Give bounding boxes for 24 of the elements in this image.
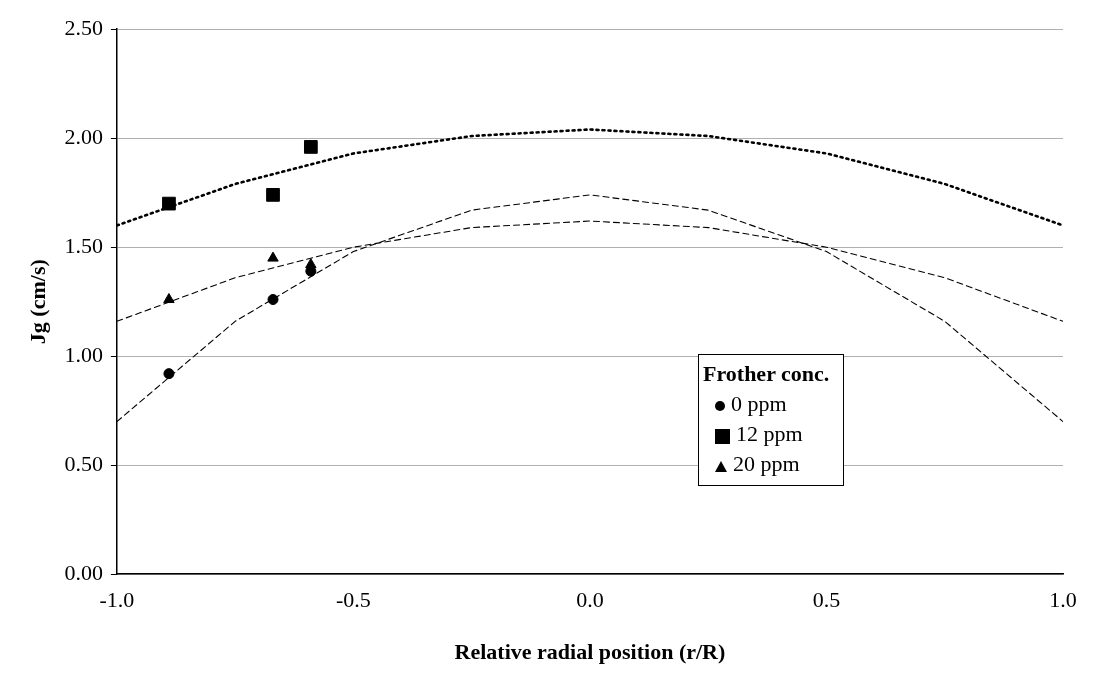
y-tick-label: 1.50 xyxy=(64,232,103,258)
y-tick-label: 0.50 xyxy=(64,450,103,476)
point xyxy=(267,251,279,262)
x-tick-label: -0.5 xyxy=(336,587,371,613)
point xyxy=(266,188,280,202)
point xyxy=(303,140,318,154)
legend-title: Frother conc. xyxy=(703,360,830,389)
y-tick-label: 2.50 xyxy=(64,14,103,40)
y-axis-title: Jg (cm/s) xyxy=(24,259,50,345)
point xyxy=(162,196,176,211)
legend-label: 0 ppm xyxy=(731,391,787,417)
x-tick-label: 0.5 xyxy=(812,587,841,613)
x-tick-label: -1.0 xyxy=(99,587,135,613)
point xyxy=(163,368,175,380)
x-axis-title: Relative radial position (r/R) xyxy=(454,639,726,665)
y-tick-label: 0.00 xyxy=(64,559,103,585)
point xyxy=(267,294,279,306)
y-tick-label: 1.00 xyxy=(64,341,103,367)
legend-label: 20 ppm xyxy=(733,451,800,477)
legend-label: 12 ppm xyxy=(736,421,803,447)
x-tick-label: 1.0 xyxy=(1049,587,1077,613)
y-tick-label: 2.00 xyxy=(64,123,103,149)
x-tick-label: 0.0 xyxy=(576,587,604,613)
point xyxy=(163,293,175,304)
